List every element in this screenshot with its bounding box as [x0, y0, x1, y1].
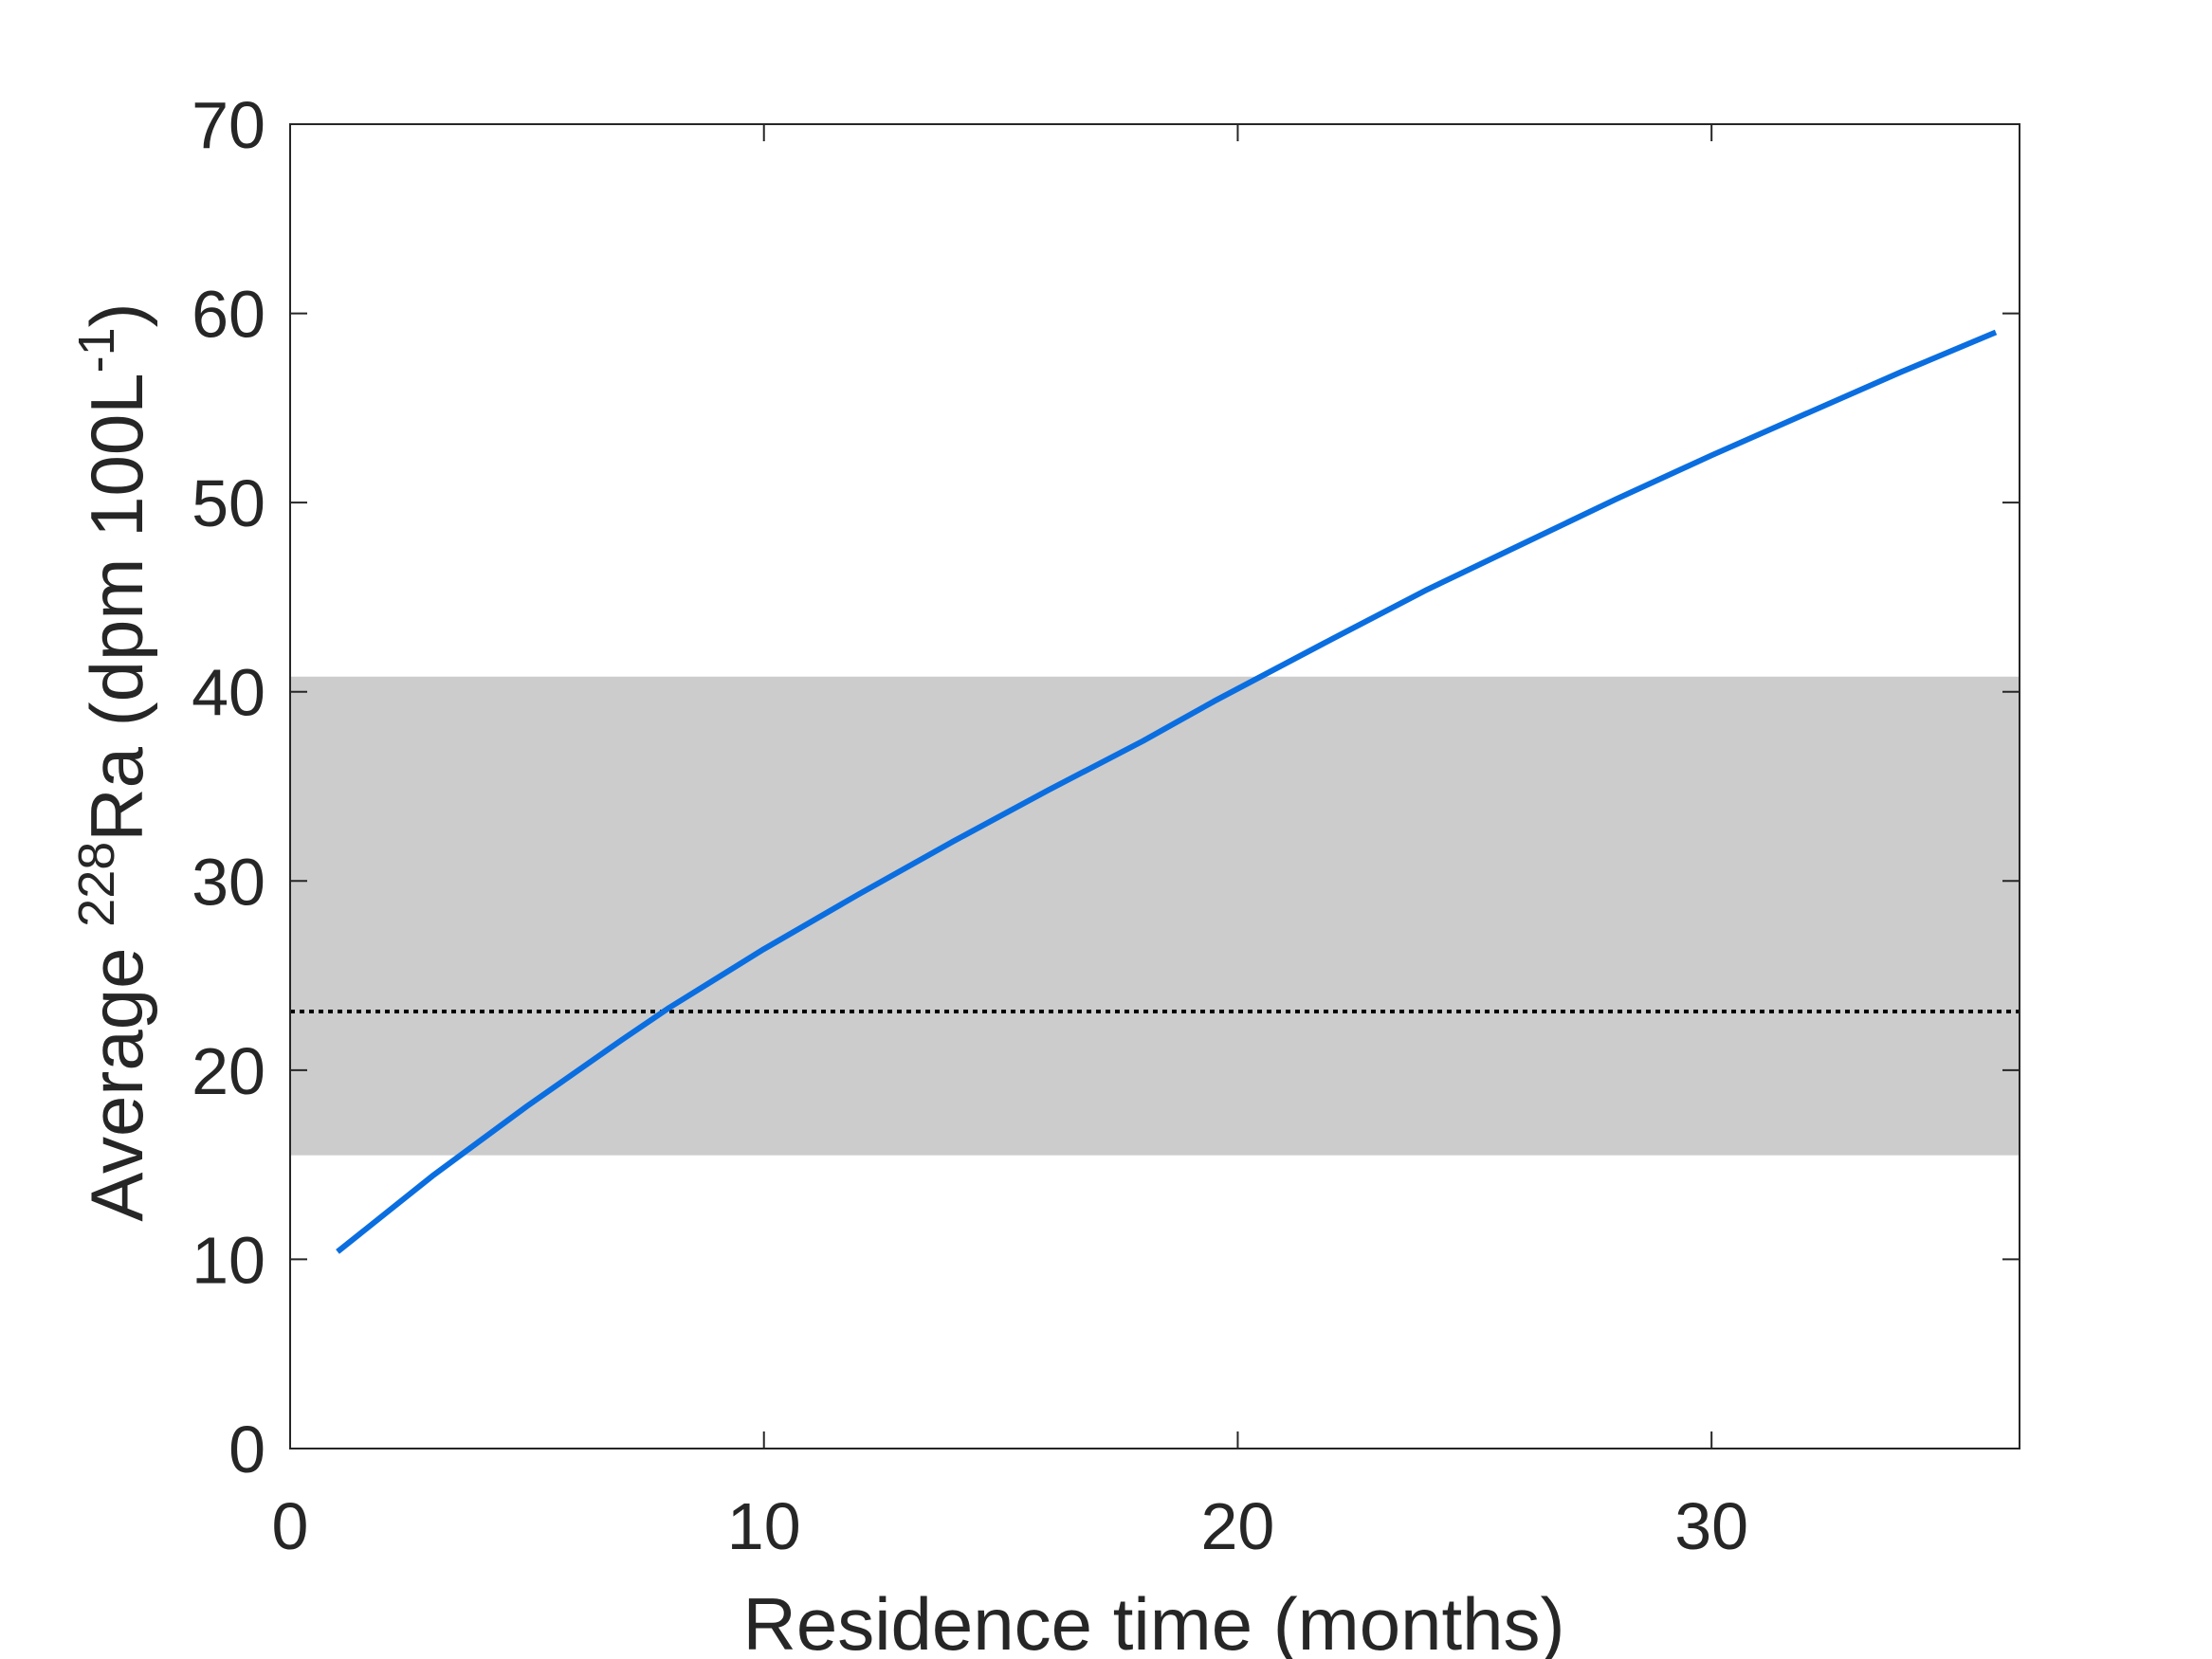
- y-tick-label: 0: [229, 1413, 265, 1486]
- y-axis-label-unit-exponent: -1: [68, 327, 125, 373]
- x-axis-ticks: 0 10 20 30: [272, 124, 1748, 1563]
- x-tick-label: 0: [272, 1489, 309, 1563]
- axes-frame: [289, 123, 2020, 1449]
- y-tick-label: 30: [192, 845, 265, 919]
- x-tick-label: 20: [1201, 1489, 1275, 1563]
- y-axis-label-mass: 228: [68, 842, 125, 927]
- x-axis-label: Residence time (months): [743, 1582, 1565, 1659]
- y-axis-label-unit-close: ): [75, 302, 158, 327]
- x-tick-label: 10: [727, 1489, 801, 1563]
- y-tick-label: 50: [192, 466, 265, 540]
- y-tick-label: 10: [192, 1223, 265, 1297]
- y-tick-label: 20: [192, 1034, 265, 1108]
- y-tick-label: 70: [192, 88, 265, 162]
- plot-area: [289, 123, 2020, 1449]
- y-axis-ticks: 0 10 20 30 40 50 60 70: [192, 88, 2020, 1486]
- y-axis-label-prefix: Average: [75, 927, 158, 1222]
- y-axis-label-element: Ra: [75, 746, 158, 841]
- x-tick-label: 30: [1674, 1489, 1748, 1563]
- y-axis-label: Average 228Ra (dpm 100L-1): [68, 302, 158, 1221]
- y-tick-label: 60: [192, 278, 265, 352]
- series-line-0: [336, 329, 1998, 1254]
- shaded-range-band: [290, 676, 2020, 1156]
- y-tick-label: 40: [192, 656, 265, 730]
- y-axis-label-unit: (dpm 100L: [75, 373, 158, 747]
